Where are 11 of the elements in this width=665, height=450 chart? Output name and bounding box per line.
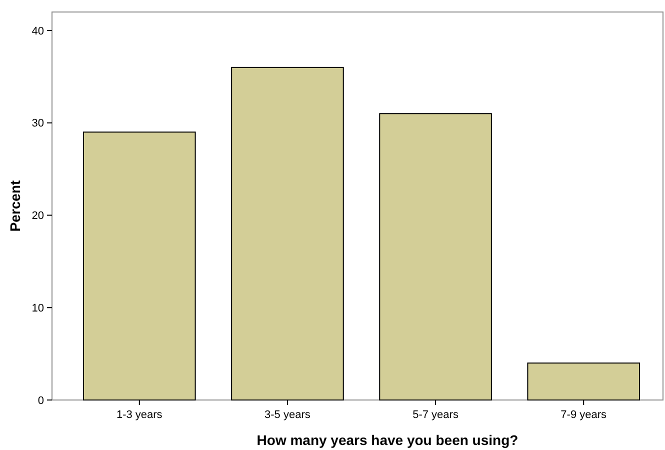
y-tick-label: 10 bbox=[32, 302, 44, 314]
x-axis-title: How many years have you been using? bbox=[256, 432, 518, 448]
x-tick-label: 3-5 years bbox=[264, 409, 311, 421]
x-tick-label: 1-3 years bbox=[116, 409, 163, 421]
y-axis-title: Percent bbox=[7, 180, 23, 232]
y-tick-label: 0 bbox=[38, 394, 44, 407]
x-tick-label: 7-9 years bbox=[560, 409, 608, 421]
x-tick-label: 5-7 years bbox=[412, 409, 459, 421]
y-tick-label: 40 bbox=[32, 25, 44, 38]
y-tick-label: 30 bbox=[32, 118, 44, 130]
y-tick-label: 20 bbox=[32, 210, 44, 222]
